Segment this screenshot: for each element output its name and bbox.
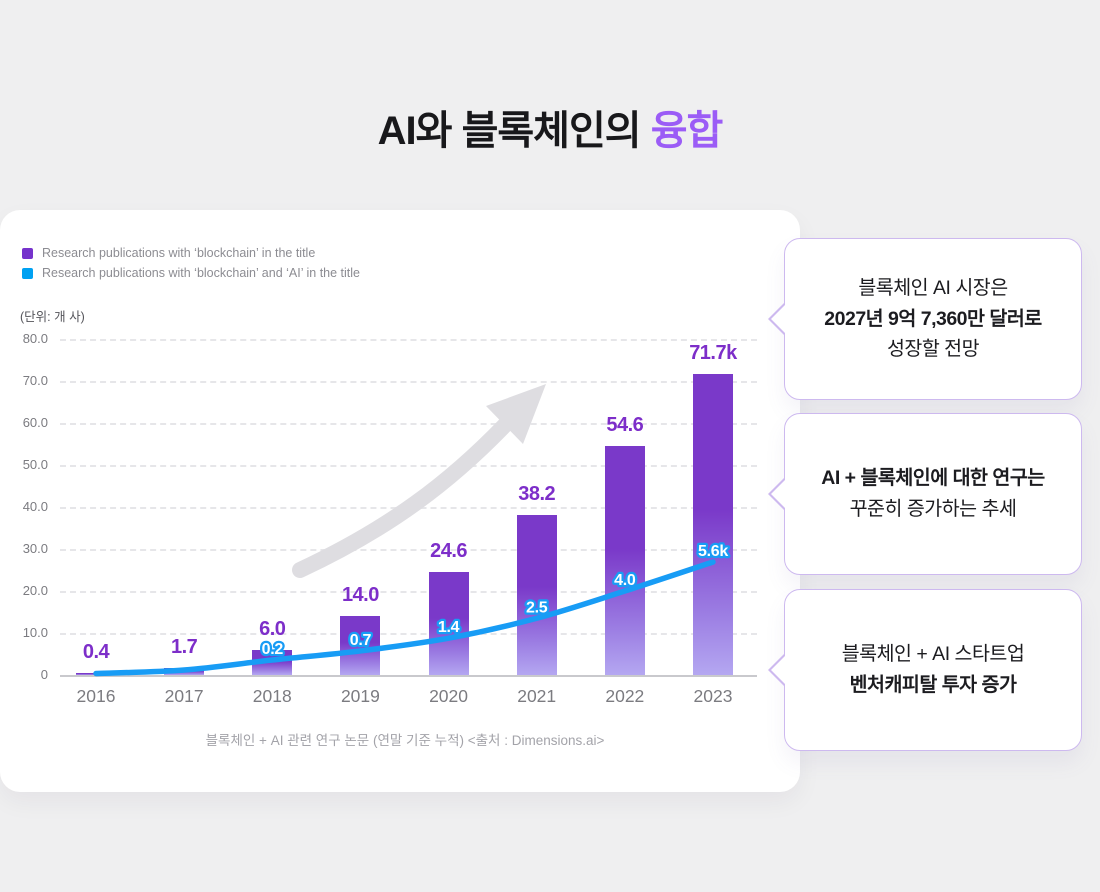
page-title-accent: 융합 [650, 109, 724, 153]
bars-layer: 0.4 1.7 6.0 14.0 24.6 38.2 54.6 71.7k [0, 210, 800, 792]
callout-tail-inner-icon [771, 305, 785, 333]
axis-unit-label: (단위: 개 사) [20, 310, 85, 324]
bar-value-label: 14.0 [341, 584, 379, 607]
bar-value-label: 0.4 [82, 641, 110, 663]
bar [692, 373, 733, 675]
callout-line: 블록체인 + AI 스타트업 [841, 643, 1025, 666]
legend-label: Research publications with ‘blockchain’ … [42, 266, 360, 280]
y-axis-tick: 40.0 [22, 499, 48, 514]
bar-value-label: 71.7k [689, 341, 737, 364]
legend-label: Research publications with ‘blockchain’ … [42, 246, 316, 260]
x-axis-label: 2022 [605, 686, 645, 706]
legend-item-blockchain: Research publications with ‘blockchain’ … [22, 246, 360, 260]
x-axis-label: 2016 [76, 686, 116, 706]
y-axis-tick: 10.0 [22, 625, 48, 640]
callout-tail-inner-icon [771, 656, 785, 684]
legend-item-blockchain-ai: Research publications with ‘blockchain’ … [22, 266, 360, 280]
legend-swatch-blue-icon [22, 267, 33, 279]
y-axis-tick: 50.0 [22, 457, 48, 472]
y-axis-tick: 80.0 [22, 331, 48, 346]
x-axis-label: 2017 [164, 686, 204, 706]
bar-value-label: 24.6 [430, 539, 468, 562]
gridline [60, 339, 757, 341]
chart-legend: Research publications with ‘blockchain’ … [22, 246, 360, 286]
callout-tail-inner-icon [771, 480, 785, 508]
chart-card: Research publications with ‘blockchain’ … [0, 210, 800, 792]
bar [76, 673, 116, 675]
bar [164, 667, 205, 675]
page-title: AI와 블록체인의 융합 [0, 98, 1100, 156]
y-axis-tick: 60.0 [22, 415, 48, 430]
callout-line: 성장할 전망 [886, 338, 980, 361]
x-axis-label: 2023 [693, 686, 733, 706]
callout-line: 블록체인 AI 시장은 [858, 276, 1008, 299]
y-axis-tick: 0 [40, 667, 48, 682]
bar [516, 514, 557, 675]
bar-value-label: 38.2 [518, 482, 556, 505]
bar [428, 571, 469, 675]
y-axis-tick: 20.0 [22, 583, 48, 598]
bar [252, 649, 293, 675]
callout-line: 꾸준히 증가하는 추세 [849, 498, 1017, 520]
x-axis-label: 2021 [517, 686, 557, 706]
chart-caption: 블록체인 + AI 관련 연구 논문 (연말 기준 누적) <출처 : Dime… [205, 733, 605, 748]
callout-line: 2027년 9억 7,360만 달러로 [824, 307, 1042, 330]
bar-value-label: 1.7 [170, 635, 198, 658]
callout-line: 벤처캐피탈 투자 증가 [849, 674, 1017, 696]
bar-value-label: 6.0 [259, 617, 286, 640]
page-title-prefix: AI와 블록체인의 [377, 109, 651, 153]
bar [340, 616, 381, 675]
x-axis-label: 2018 [252, 686, 292, 706]
callout-line: AI + 블록체인에 대한 연구는 [821, 467, 1045, 490]
bar [604, 445, 645, 675]
x-axis-label: 2020 [429, 686, 469, 706]
x-axis-label: 2019 [340, 686, 380, 706]
y-axis-tick: 70.0 [22, 373, 48, 388]
bar-value-label: 54.6 [606, 413, 644, 436]
gridline [60, 381, 757, 383]
y-axis-tick: 30.0 [22, 541, 48, 556]
legend-swatch-purple-icon [22, 247, 33, 259]
